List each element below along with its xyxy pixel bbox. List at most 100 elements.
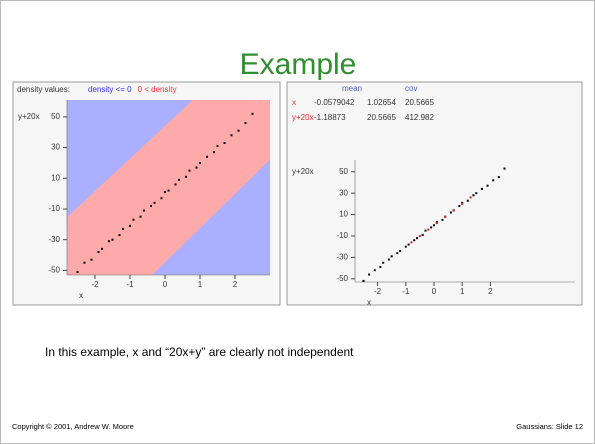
y-tick-label: 30: [51, 143, 60, 152]
scatter-point: [421, 233, 424, 236]
scatter-point: [362, 279, 365, 282]
scatter-point: [416, 237, 419, 240]
y-tick-label: 50: [339, 167, 348, 176]
scatter-point: [379, 266, 382, 269]
scatter-point: [195, 166, 198, 169]
chart-panel: [286, 81, 583, 306]
scatter-point: [223, 141, 226, 144]
scatter-point: [492, 179, 495, 182]
stats-header: mean: [342, 84, 362, 93]
x-tick-label: 0: [163, 280, 168, 289]
scatter-point: [111, 238, 114, 241]
scatter-point: [185, 175, 187, 178]
y-axis-label: y+20x: [292, 167, 314, 176]
y-tick-label: -50: [48, 266, 60, 275]
stats-value: 20.5665: [367, 113, 396, 122]
scatter-point: [129, 224, 131, 227]
scatter-point: [244, 122, 247, 125]
scatter-point: [76, 270, 79, 273]
scatter-point: [237, 129, 240, 132]
scatter-point: [486, 184, 489, 187]
scatter-point: [206, 155, 208, 158]
y-tick-label: -10: [336, 231, 348, 240]
scatter-point: [213, 151, 215, 154]
scatter-point: [424, 229, 427, 232]
stats-header: cov: [405, 84, 417, 93]
y-tick-label: 10: [51, 173, 60, 182]
scatter-point: [390, 255, 393, 258]
scatter-point: [399, 249, 402, 252]
scatter-point: [432, 224, 435, 227]
scatter-point: [108, 240, 110, 243]
stats-value: 412.982: [405, 113, 434, 122]
y-tick-label: -10: [48, 204, 60, 213]
slide-text: In this example, x and “20x+y” are clear…: [45, 345, 354, 359]
scatter-point: [410, 241, 413, 244]
x-tick-label: 2: [488, 287, 493, 296]
scatter-point: [469, 196, 472, 199]
scatter-point: [174, 183, 177, 186]
scatter-point: [404, 245, 407, 248]
y-tick-label: -30: [48, 235, 60, 244]
y-axis-label: y+20x: [18, 112, 40, 121]
x-tick-label: -2: [91, 280, 99, 289]
stats-row-label: x: [292, 98, 296, 107]
y-tick-label: -50: [336, 274, 348, 283]
scatter-point: [449, 211, 452, 214]
scatter-point: [441, 218, 444, 221]
y-tick-label: 50: [51, 112, 60, 121]
scatter-point: [118, 234, 121, 237]
x-tick-label: -1: [402, 287, 410, 296]
scatter-point: [435, 221, 438, 224]
scatter-point: [101, 247, 103, 250]
scatter-point: [458, 205, 461, 208]
scatter-point: [503, 167, 506, 170]
scatter-point: [475, 192, 478, 195]
scatter-point: [452, 209, 455, 212]
x-tick-label: 0: [432, 287, 437, 296]
scatter-point: [160, 197, 163, 200]
stats-value: 1.02654: [367, 98, 396, 107]
density-band: [67, 100, 270, 275]
scatter-point: [122, 227, 124, 230]
x-axis-label: x: [79, 291, 83, 300]
scatter-point: [153, 201, 156, 204]
scatter-point: [251, 112, 254, 115]
scatter-point: [83, 261, 86, 264]
scatter-point: [396, 252, 399, 255]
x-tick-label: 1: [460, 287, 465, 296]
scatter-point: [90, 258, 93, 261]
scatter-point: [132, 218, 135, 221]
stats-row-label: y+20x: [292, 113, 314, 122]
scatter-point: [472, 194, 475, 197]
scatter-point: [382, 261, 385, 264]
scatter-point: [178, 178, 180, 181]
legend-entry: 0 < density: [138, 85, 177, 94]
scatter-point: [461, 201, 464, 204]
scatter-point: [167, 189, 170, 192]
scatter-point: [444, 215, 447, 218]
footer-left: Copyright © 2001, Andrew W. Moore: [12, 422, 134, 431]
footer-right: Gaussians: Slide 12: [516, 422, 583, 431]
x-axis-label: x: [367, 298, 371, 307]
x-tick-label: -2: [374, 287, 382, 296]
scatter-point: [407, 243, 410, 246]
stats-value: 20.5665: [405, 98, 434, 107]
y-tick-label: -30: [336, 252, 348, 261]
stats-value: -1.18873: [314, 113, 346, 122]
scatter-point: [461, 202, 464, 205]
scatter-point: [139, 215, 142, 218]
stats-value: -0.0579042: [314, 98, 355, 107]
scatter-point: [368, 273, 371, 276]
y-tick-label: 30: [339, 188, 348, 197]
scatter-point: [188, 169, 191, 172]
scatter-point: [427, 228, 430, 231]
slide-title: Example: [240, 48, 357, 81]
x-tick-label: 2: [233, 280, 238, 289]
scatter-point: [418, 234, 421, 237]
scatter-point: [430, 226, 433, 229]
scatter-point: [199, 161, 201, 164]
scatter-point: [216, 145, 219, 148]
